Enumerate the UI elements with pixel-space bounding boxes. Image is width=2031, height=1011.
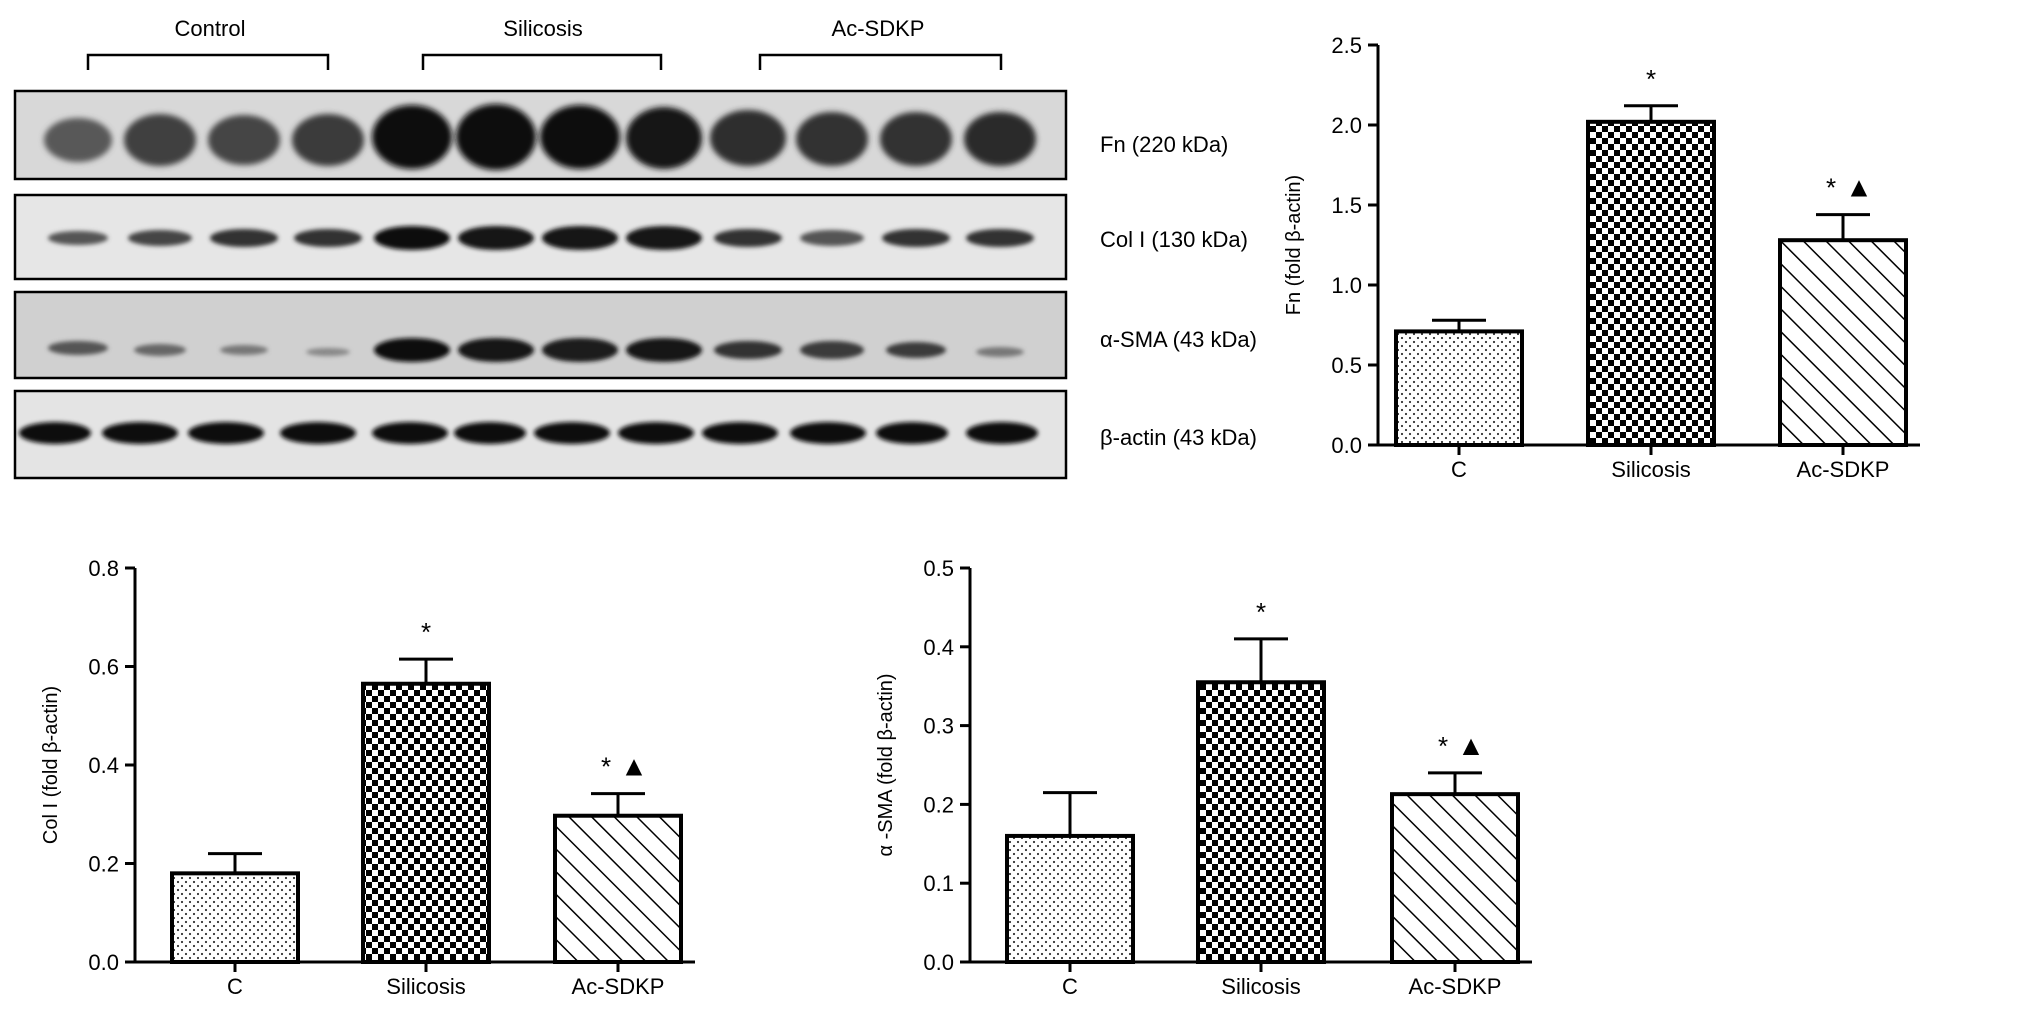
y-tick-label: 0.4	[923, 635, 954, 660]
blot-strip-a-sma: α-SMA (43 kDa)	[13, 290, 1257, 380]
y-axis-label: Col I (fold β-actin)	[40, 686, 62, 844]
bar-silicosis	[1196, 680, 1326, 964]
bar-silicosis	[361, 681, 491, 964]
significance-star: *	[1826, 173, 1836, 203]
y-tick-label: 1.0	[1331, 273, 1362, 298]
band-label-fn: Fn (220 kDa)	[1100, 132, 1228, 157]
blot-strip-b-actin: β-actin (43 kDa)	[13, 389, 1257, 480]
y-tick-label: 0.1	[923, 871, 954, 896]
blot-strip-col-i: Col I (130 kDa)	[13, 193, 1248, 281]
y-tick-label: 0.5	[923, 556, 954, 581]
y-tick-label: 0.0	[88, 950, 119, 975]
x-tick-label: Silicosis	[386, 974, 465, 999]
significance-star: *	[601, 752, 611, 782]
y-tick-label: 0.5	[1331, 353, 1362, 378]
bar-silicosis	[1586, 119, 1716, 448]
y-axis-label: Fn (fold β-actin)	[1283, 175, 1305, 315]
band-label-b-actin: β-actin (43 kDa)	[1100, 425, 1257, 450]
group-label-silicosis: Silicosis	[503, 16, 582, 41]
bracket-ac-sdkp	[758, 53, 1003, 70]
y-tick-label: 0.2	[923, 792, 954, 817]
significance-triangle: ▲	[1457, 730, 1485, 761]
western-blot: Control Silicosis Ac-SDKP	[13, 16, 1257, 480]
bar-ac-sdkp	[553, 813, 683, 964]
x-tick-label: Silicosis	[1611, 457, 1690, 482]
band-label-a-sma: α-SMA (43 kDa)	[1100, 327, 1257, 352]
significance-star: *	[1438, 731, 1448, 761]
x-tick-label: C	[1451, 457, 1467, 482]
significance-star: *	[1256, 597, 1266, 627]
y-tick-label: 0.3	[923, 714, 954, 739]
group-label-ac-sdkp: Ac-SDKP	[832, 16, 925, 41]
y-tick-label: 0.0	[923, 950, 954, 975]
y-tick-label: 0.6	[88, 655, 119, 680]
band-label-col-i: Col I (130 kDa)	[1100, 227, 1248, 252]
bar-c	[1394, 329, 1524, 447]
blot-strip-fn: Fn (220 kDa)	[13, 89, 1228, 181]
x-tick-label: Ac-SDKP	[1797, 457, 1890, 482]
y-tick-label: 0.2	[88, 852, 119, 877]
bar-c	[170, 871, 300, 964]
significance-triangle: ▲	[620, 751, 648, 782]
y-tick-label: 1.5	[1331, 193, 1362, 218]
bracket-silicosis	[421, 53, 663, 70]
significance-star: *	[1646, 64, 1656, 94]
bracket-control	[86, 53, 330, 70]
x-tick-label: Ac-SDKP	[1409, 974, 1502, 999]
x-tick-label: C	[1062, 974, 1078, 999]
group-label-control: Control	[175, 16, 246, 41]
y-axis-label: α -SMA (fold β-actin)	[875, 673, 897, 856]
significance-triangle: ▲	[1845, 172, 1873, 203]
group-labels: Control Silicosis Ac-SDKP	[175, 16, 925, 41]
y-tick-label: 2.5	[1331, 33, 1362, 58]
bar-c	[1005, 833, 1135, 964]
y-tick-label: 2.0	[1331, 113, 1362, 138]
x-tick-label: Silicosis	[1221, 974, 1300, 999]
bar-ac-sdkp	[1778, 238, 1908, 447]
y-tick-label: 0.4	[88, 753, 119, 778]
y-tick-label: 0.0	[1331, 433, 1362, 458]
chart-col-i: 0.0 0.2 0.4 0.6 0.8 Col I (fold β-actin) C Sili…	[40, 556, 695, 999]
bar-ac-sdkp	[1390, 792, 1520, 964]
significance-star: *	[421, 617, 431, 647]
x-tick-label: Ac-SDKP	[572, 974, 665, 999]
y-tick-label: 0.8	[88, 556, 119, 581]
group-brackets	[86, 53, 1003, 70]
chart-a-sma: 0.0 0.1 0.2 0.3 0.4 0.5 α -SMA (fold β-actin) C…	[875, 556, 1532, 999]
chart-fn: 0.0 0.5 1.0 1.5 2.0 2.5 Fn (fold β-actin) C Sili…	[1283, 33, 1920, 482]
x-tick-label: C	[227, 974, 243, 999]
